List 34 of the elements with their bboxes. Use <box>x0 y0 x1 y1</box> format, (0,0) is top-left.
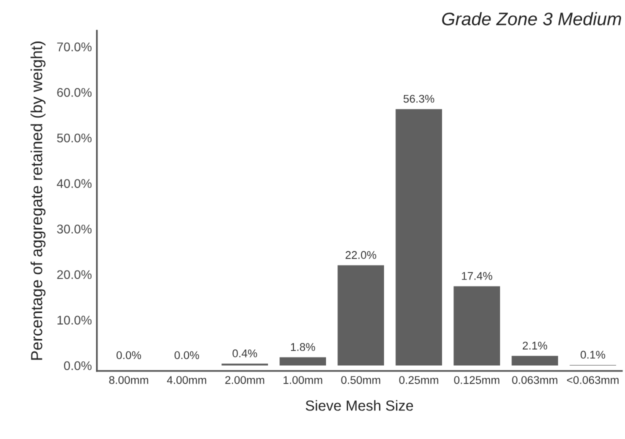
x-tick-label: 8.00mm <box>109 376 148 384</box>
bar <box>512 356 558 366</box>
data-label: 56.3% <box>404 94 434 103</box>
bar <box>454 286 500 366</box>
x-tick-label: 0.063mm <box>512 376 558 384</box>
y-tick-label: 10.0% <box>58 316 92 325</box>
y-tick-label: 70.0% <box>57 42 92 52</box>
chart-title: Grade Zone 3 Medium <box>442 12 622 26</box>
y-tick-label: 0.0% <box>64 361 92 370</box>
x-tick-label: 2.00mm <box>225 376 264 384</box>
x-tick-label: 0.25mm <box>399 376 438 384</box>
data-label: 22.0% <box>346 251 376 259</box>
x-tick-label: 0.125mm <box>454 376 500 384</box>
y-tick-label: 60.0% <box>57 88 92 97</box>
x-axis-title: Sieve Mesh Size <box>306 400 414 411</box>
data-label: 1.8% <box>291 343 316 351</box>
x-tick-label: 1.00mm <box>284 376 322 384</box>
data-label: 0.0% <box>174 351 200 360</box>
data-label: 2.1% <box>522 342 548 350</box>
y-axis-title: Percentage of aggregate retained (by weight) <box>30 42 46 360</box>
bar <box>396 109 442 366</box>
y-tick-label: 40.0% <box>56 179 92 188</box>
data-label: 0.1% <box>580 350 606 359</box>
data-label: 0.0% <box>116 351 142 360</box>
y-tick-label: 20.0% <box>57 270 92 280</box>
bar <box>338 265 384 366</box>
x-tick-label: 4.00mm <box>166 376 206 384</box>
y-tick-label: 30.0% <box>57 224 92 234</box>
data-label: 0.4% <box>232 349 258 358</box>
bar <box>280 357 326 366</box>
x-tick-label: <0.063mm <box>567 376 619 384</box>
x-tick-label: 0.50mm <box>341 376 380 384</box>
y-tick-label: 50.0% <box>57 134 92 142</box>
data-label: 17.4% <box>462 272 492 280</box>
